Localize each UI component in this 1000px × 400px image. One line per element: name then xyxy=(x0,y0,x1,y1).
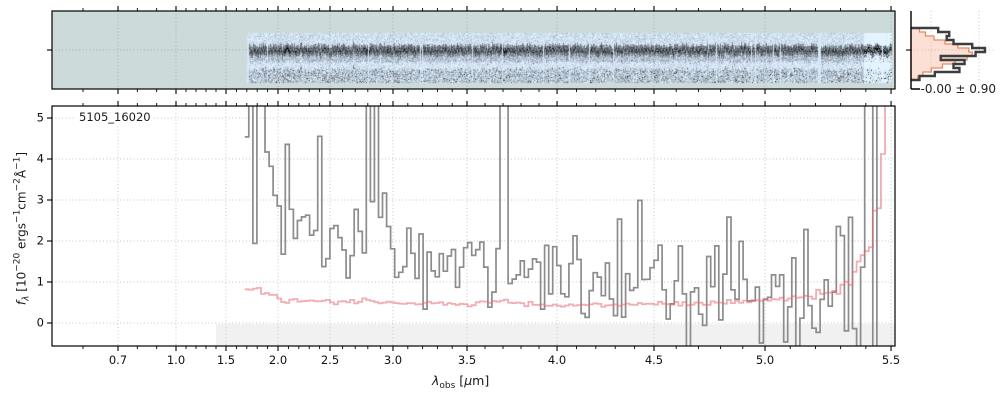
x-tick-label: 2.5 xyxy=(320,353,340,367)
x-tick-label: 1.0 xyxy=(166,353,186,367)
y-tick-label: 5 xyxy=(36,110,44,125)
x-tick-label: 4.0 xyxy=(547,353,567,367)
x-tick-label: 1.5 xyxy=(216,353,236,367)
y-tick-label: 1 xyxy=(36,274,44,289)
x-tick-label: 4.5 xyxy=(644,353,664,367)
x-axis-label-lambda: λ xyxy=(432,373,440,388)
spectrum-2d-image xyxy=(52,11,895,89)
x-axis-label-sub: obs xyxy=(439,381,456,391)
x-tick-label: 3.5 xyxy=(457,353,477,367)
y-axis-label-angstrom: Å xyxy=(14,169,29,179)
y-axis-label-exp20: −20 xyxy=(12,252,23,272)
x-tick-label: 5.5 xyxy=(881,353,901,367)
x-axis-label: λobs [μm] xyxy=(432,373,489,391)
y-tick-label: 4 xyxy=(36,151,44,166)
object-id-label: 5105_16020 xyxy=(76,110,154,125)
x-tick-label: 2.0 xyxy=(268,353,288,367)
y-axis-label-f: f xyxy=(14,300,29,306)
x-axis-label-bracket: [ xyxy=(455,373,465,388)
residual-stats-label: -0.00 ± 0.90 xyxy=(919,82,997,96)
y-tick-label: 0 xyxy=(36,315,44,330)
y-axis-label-lambda-sub: λ xyxy=(21,295,32,301)
y-axis-label-exp2: −2 xyxy=(12,178,23,192)
x-tick-label: 3.0 xyxy=(383,353,403,367)
y-axis-label: fλ [10−20 ergs−1cm−2Å−1] xyxy=(13,111,32,347)
y-tick-label: 3 xyxy=(36,192,44,207)
x-tick-label: 0.7 xyxy=(108,353,128,367)
x-tick-label: 5.0 xyxy=(755,353,775,367)
y-axis-label-exp1: −1 xyxy=(12,209,23,223)
y-tick-label: 2 xyxy=(36,233,44,248)
x-axis-label-unit: m] xyxy=(472,373,490,388)
x-axis-label-mu: μ xyxy=(464,373,473,388)
